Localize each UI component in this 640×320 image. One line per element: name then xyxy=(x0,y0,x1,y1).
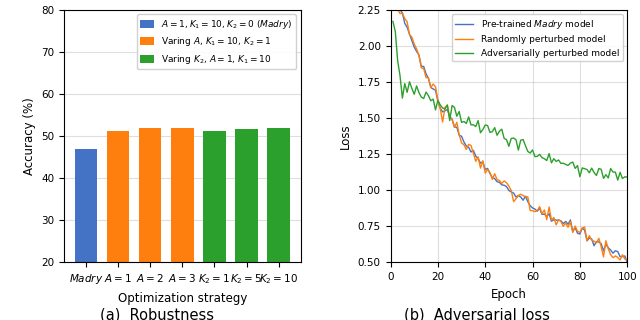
Bar xyxy=(107,131,129,320)
Y-axis label: Accuracy (%): Accuracy (%) xyxy=(22,97,36,175)
Randomly perturbed model xyxy=(434,98,442,102)
Adversarially perturbed model xyxy=(612,170,620,174)
Line: Randomly perturbed model: Randomly perturbed model xyxy=(393,10,627,260)
Text: (b)  Adversarial loss: (b) Adversarial loss xyxy=(404,308,550,320)
Pre-trained $\it{Madry}$ model xyxy=(604,246,612,250)
Adversarially perturbed model xyxy=(389,20,397,23)
X-axis label: Optimization strategy: Optimization strategy xyxy=(118,292,247,305)
Bar xyxy=(171,128,193,320)
Legend: Pre-trained $\it{Madry}$ model, Randomly perturbed model, Adversarially perturbe: Pre-trained $\it{Madry}$ model, Randomly… xyxy=(452,14,623,61)
Adversarially perturbed model xyxy=(434,98,442,102)
Pre-trained $\it{Madry}$ model xyxy=(612,249,620,253)
Randomly perturbed model xyxy=(444,103,451,107)
Adversarially perturbed model xyxy=(510,136,518,140)
Bar xyxy=(139,128,161,320)
Pre-trained $\it{Madry}$ model xyxy=(444,108,451,111)
Text: (a)  Robustness: (a) Robustness xyxy=(100,308,214,320)
Randomly perturbed model xyxy=(616,258,624,262)
Pre-trained $\it{Madry}$ model xyxy=(434,100,442,103)
Line: Adversarially perturbed model: Adversarially perturbed model xyxy=(393,21,627,180)
Y-axis label: Loss: Loss xyxy=(339,123,352,149)
Bar xyxy=(268,128,290,320)
Randomly perturbed model xyxy=(510,200,518,204)
Randomly perturbed model xyxy=(604,247,612,251)
Randomly perturbed model xyxy=(529,209,536,212)
Randomly perturbed model xyxy=(612,254,620,258)
Adversarially perturbed model xyxy=(529,148,536,152)
X-axis label: Epoch: Epoch xyxy=(491,288,527,301)
Pre-trained $\it{Madry}$ model xyxy=(389,8,397,12)
Randomly perturbed model xyxy=(389,8,397,12)
Pre-trained $\it{Madry}$ model xyxy=(529,206,536,210)
Legend: $A=1, K_1=10, K_2=0$ ($\it{Madry}$), Varing $A$, $K_1=10$, $K_2=1$, Varing $K_2$: $A=1, K_1=10, K_2=0$ ($\it{Madry}$), Var… xyxy=(137,14,296,69)
Adversarially perturbed model xyxy=(623,175,631,179)
Bar xyxy=(75,149,97,320)
Adversarially perturbed model xyxy=(614,178,621,182)
Pre-trained $\it{Madry}$ model xyxy=(623,260,631,264)
Pre-trained $\it{Madry}$ model xyxy=(510,191,518,195)
Adversarially perturbed model xyxy=(444,103,451,107)
Bar xyxy=(236,129,258,320)
Randomly perturbed model xyxy=(623,258,631,261)
Bar xyxy=(203,131,226,320)
Adversarially perturbed model xyxy=(604,176,612,180)
Line: Pre-trained $\it{Madry}$ model: Pre-trained $\it{Madry}$ model xyxy=(393,10,627,262)
